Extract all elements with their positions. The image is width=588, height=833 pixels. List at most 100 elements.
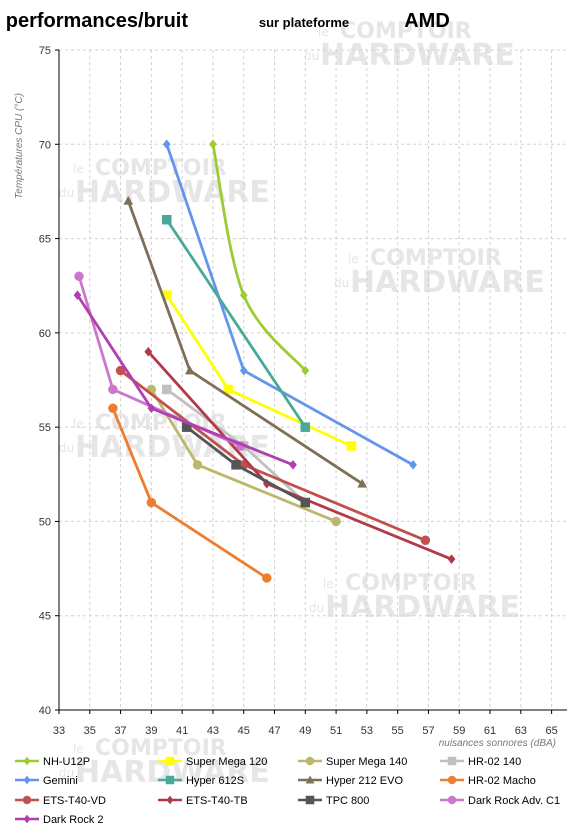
x-tick-label: 49	[299, 725, 311, 737]
data-point	[74, 271, 84, 282]
watermark-du: du	[59, 766, 74, 780]
data-point	[447, 756, 457, 766]
watermark-line2: HARDWARE	[325, 590, 520, 625]
y-tick-label: 65	[39, 234, 51, 246]
data-point	[192, 460, 203, 470]
x-tick-label: 61	[484, 725, 496, 737]
watermark-line1: COMPTOIR	[370, 246, 502, 271]
watermark-le: le	[73, 417, 84, 431]
x-tick-label: 59	[453, 725, 465, 737]
watermark-le: le	[348, 252, 359, 266]
x-tick-label: 43	[207, 725, 219, 737]
watermark-le: le	[73, 742, 84, 756]
data-point	[239, 365, 248, 376]
y-tick-label: 40	[39, 705, 51, 717]
watermark-line2: HARDWARE	[350, 265, 545, 300]
data-point	[447, 554, 456, 565]
data-point	[420, 535, 431, 546]
chart-subtitle-prefix: sur plateforme	[259, 15, 349, 30]
watermark-line2: HARDWARE	[75, 175, 270, 210]
data-point	[123, 195, 134, 205]
legend-item: Dark Rock Adv. C1	[440, 795, 560, 807]
x-tick-label: 51	[330, 725, 342, 737]
series-line	[165, 218, 307, 428]
y-tick-label: 45	[39, 611, 51, 623]
legend-item: Super Mega 140	[298, 756, 407, 768]
data-point	[22, 795, 32, 805]
data-point	[166, 795, 174, 805]
y-tick-label: 75	[39, 45, 51, 57]
axes: 40 45 50 55 60 65 70 75 33 35 37 39 41 43 45 47 49 51 53 55…	[39, 45, 567, 737]
legend-item: Super Mega 120	[158, 756, 267, 768]
legend-item: Hyper 612S	[158, 775, 244, 787]
watermark-line1: COMPTOIR	[95, 736, 227, 761]
series-hyper-612s	[162, 214, 311, 432]
x-tick-label: 41	[176, 725, 188, 737]
data-point	[146, 497, 157, 508]
legend-item: ETS-T40-TB	[158, 795, 248, 807]
watermark-line2: HARDWARE	[320, 38, 515, 73]
data-point	[331, 516, 341, 527]
x-tick-label: 35	[84, 725, 96, 737]
y-axis-label: Températures CPU (°C)	[14, 93, 25, 199]
data-point	[108, 384, 118, 395]
legend-label: Super Mega 140	[326, 756, 407, 768]
legend-label: NH-U12P	[43, 756, 90, 768]
legend-item: HR-02 140	[440, 756, 521, 768]
x-tick-label: 37	[114, 725, 126, 737]
data-point	[409, 459, 417, 470]
y-tick-label: 70	[39, 139, 51, 151]
legend-label: Dark Rock 2	[43, 814, 104, 826]
series-tpc-800	[182, 422, 311, 508]
legend-label: ETS-T40-TB	[186, 795, 248, 807]
watermark-le: le	[323, 577, 334, 591]
series-hyper-212-evo	[123, 195, 368, 488]
data-point	[162, 384, 172, 395]
legend-item: Dark Rock 2	[15, 814, 104, 826]
data-point	[209, 139, 217, 150]
data-point	[223, 384, 234, 395]
series-dark-rock-2	[73, 290, 297, 470]
data-point	[23, 775, 31, 785]
x-axis-label: nuisances sonnores (dBA)	[439, 738, 556, 749]
legend-item: HR-02 Macho	[440, 775, 536, 787]
watermark-du: du	[309, 601, 324, 615]
data-point	[301, 365, 310, 376]
watermark-line1: COMPTOIR	[95, 156, 227, 181]
x-tick-label: 55	[392, 725, 404, 737]
data-point	[162, 214, 172, 225]
series-gemini	[162, 139, 417, 470]
y-tick-label: 50	[39, 516, 51, 528]
data-point	[447, 795, 457, 805]
data-point	[447, 775, 457, 785]
x-tick-label: 47	[268, 725, 280, 737]
legend-label: Super Mega 120	[186, 756, 267, 768]
data-point	[144, 346, 153, 357]
data-point	[300, 497, 311, 508]
legend-item: TPC 800	[298, 795, 369, 807]
data-point	[239, 290, 248, 301]
data-point	[289, 459, 297, 470]
y-tick-label: 55	[39, 422, 51, 434]
data-point	[23, 814, 31, 824]
legend-label: ETS-T40-VD	[43, 795, 106, 807]
data-point	[346, 441, 357, 451]
series-ets-t40-vd	[115, 365, 431, 546]
series-ets-t40-tb	[144, 346, 456, 565]
watermark-line1: COMPTOIR	[340, 19, 472, 44]
y-tick-label: 60	[39, 328, 51, 340]
legend-item: Gemini	[15, 775, 78, 787]
chart-subtitle-platform: AMD	[404, 10, 450, 32]
legend-label: HR-02 Macho	[468, 775, 536, 787]
data-point	[184, 365, 195, 375]
legend-label: TPC 800	[326, 795, 369, 807]
legend-label: Hyper 212 EVO	[326, 775, 403, 787]
x-tick-label: 63	[515, 725, 527, 737]
x-tick-label: 39	[145, 725, 157, 737]
x-tick-label: 53	[361, 725, 373, 737]
series-hr-02-macho	[108, 403, 272, 583]
